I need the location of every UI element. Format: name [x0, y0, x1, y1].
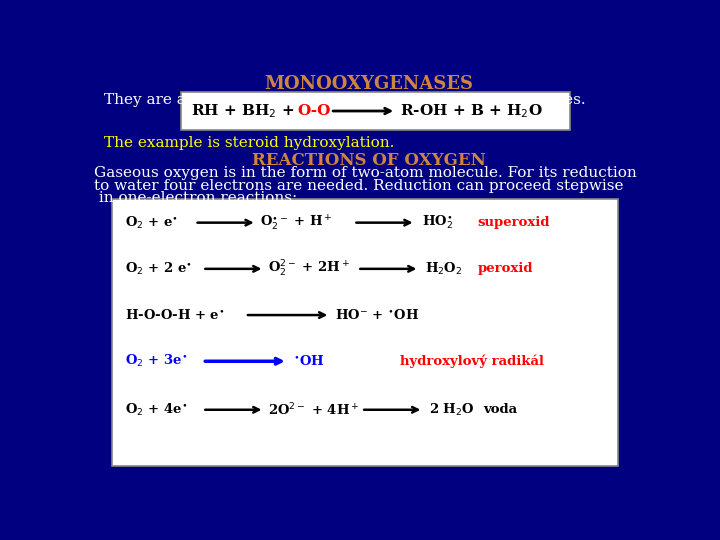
Text: H-O-O-H + e$^{\bullet}$: H-O-O-H + e$^{\bullet}$ — [125, 308, 225, 322]
Text: 2 H$_2$O: 2 H$_2$O — [429, 402, 475, 418]
Text: HO$_2^{\bullet}$: HO$_2^{\bullet}$ — [422, 214, 453, 232]
FancyBboxPatch shape — [181, 92, 570, 130]
Text: RH + BH$_2$ +: RH + BH$_2$ + — [191, 102, 296, 120]
Text: superoxid: superoxid — [477, 216, 550, 229]
Text: R-OH + B + H$_2$O: R-OH + B + H$_2$O — [400, 102, 543, 120]
Text: in one-electron reactions:: in one-electron reactions: — [94, 191, 297, 205]
Text: 2O$^{2-}$ + 4H$^+$: 2O$^{2-}$ + 4H$^+$ — [269, 401, 359, 418]
Text: REACTIONS OF OXYGEN: REACTIONS OF OXYGEN — [252, 152, 486, 169]
Text: hydroxylový radikál: hydroxylový radikál — [400, 354, 544, 368]
Text: They are also called mixed function oxidases, or hydroxylases.: They are also called mixed function oxid… — [104, 93, 585, 107]
Text: O$_2$ + e$^{\bullet}$: O$_2$ + e$^{\bullet}$ — [125, 214, 178, 231]
Text: MONOOXYGENASES: MONOOXYGENASES — [264, 75, 474, 93]
Text: O-O: O-O — [297, 104, 330, 118]
Text: H$_2$O$_2$: H$_2$O$_2$ — [425, 261, 462, 277]
Text: O$_2$ + 2 e$^{\bullet}$: O$_2$ + 2 e$^{\bullet}$ — [125, 261, 192, 277]
Text: $^{\bullet}$OH: $^{\bullet}$OH — [293, 354, 325, 368]
Text: HO$^{-}$ + $^{\bullet}$OH: HO$^{-}$ + $^{\bullet}$OH — [335, 308, 419, 322]
Text: O$_2^{2-}$ + 2H$^+$: O$_2^{2-}$ + 2H$^+$ — [269, 259, 351, 279]
Text: O$_2$ + 3e$^{\bullet}$: O$_2$ + 3e$^{\bullet}$ — [125, 353, 187, 369]
Text: The example is steroid hydroxylation.: The example is steroid hydroxylation. — [104, 136, 395, 150]
Text: peroxid: peroxid — [477, 262, 533, 275]
Text: voda: voda — [484, 403, 518, 416]
Text: to water four electrons are needed. Reduction can proceed stepwise: to water four electrons are needed. Redu… — [94, 179, 624, 193]
Text: O$_2$ + 4e$^{\bullet}$: O$_2$ + 4e$^{\bullet}$ — [125, 402, 187, 418]
Text: O$_2^{\bullet-}$ + H$^+$: O$_2^{\bullet-}$ + H$^+$ — [261, 213, 333, 232]
FancyBboxPatch shape — [112, 199, 618, 466]
Text: Gaseous oxygen is in the form of two-atom molecule. For its reduction: Gaseous oxygen is in the form of two-ato… — [94, 166, 636, 180]
